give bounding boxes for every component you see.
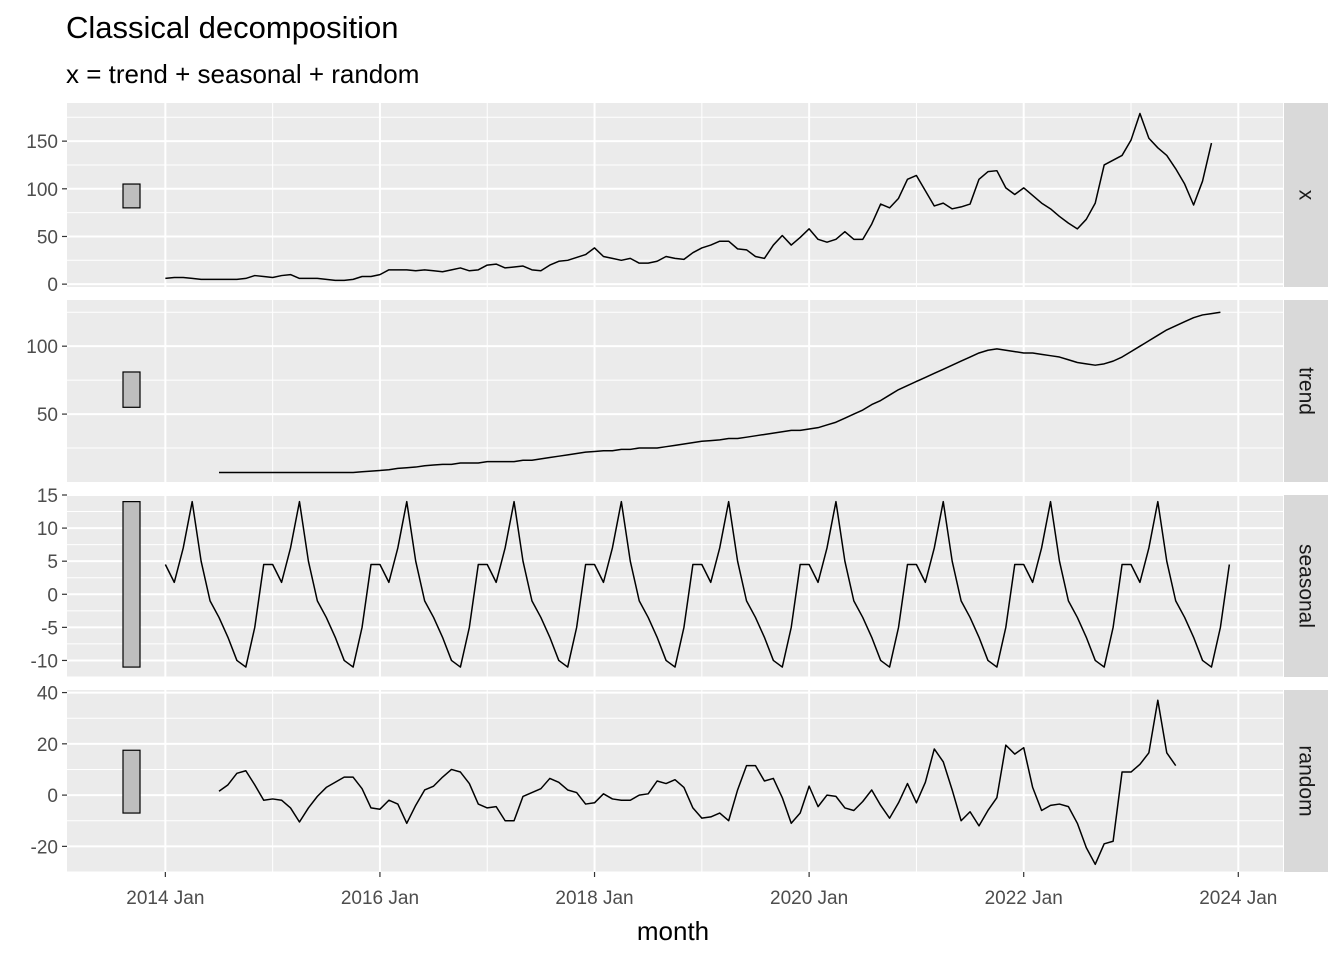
facet-strip-label: random [1295,745,1318,816]
range-bar-x [122,183,141,209]
range-bar-trend [122,371,141,408]
y-tick-label: 40 [37,684,58,705]
y-tick-label: 50 [37,405,58,426]
y-tick-label: 0 [47,786,58,807]
chart-title: Classical decomposition [66,10,399,45]
y-tick-label: 15 [37,486,58,507]
y-tick-label: -5 [41,618,58,639]
facet-strip [1284,495,1328,677]
y-tick-label: 150 [26,132,58,153]
y-tick-label: 20 [37,735,58,756]
x-tick-label: 2022 Jan [985,888,1063,909]
series-line-random [218,699,1177,866]
chart-subtitle: x = trend + seasonal + random [66,59,420,89]
y-tick-label: 5 [47,552,58,573]
panel-background [67,103,1283,287]
x-tick-label: 2014 Jan [126,888,204,909]
facet-strip [1284,300,1328,482]
y-tick-label: 0 [47,275,58,296]
x-axis-title: month [637,916,709,946]
x-tick-label: 2020 Jan [770,888,848,909]
panel-x: 0 50 100 150 x [26,103,1328,296]
y-tick-label: 50 [37,227,58,248]
facet-strip [1284,103,1328,287]
facet-strip-label: trend [1295,367,1318,415]
series-line-trend [219,311,1221,474]
y-tick-label: 100 [26,337,58,358]
panel-random: -20 0 20 40 random [31,684,1328,873]
series-line-seasonal [164,500,1231,668]
x-tick-label: 2018 Jan [555,888,633,909]
y-tick-label: -20 [31,837,58,858]
facet-strip-label: seasonal [1295,544,1318,628]
series-line-x [165,112,1213,282]
x-tick-label: 2016 Jan [341,888,419,909]
panel-background [67,495,1283,677]
panel-seasonal: -10 -5 0 5 10 15 seasonal [31,486,1328,678]
y-tick-label: -10 [31,651,58,672]
range-bar-random [122,749,141,814]
panel-background [67,300,1283,482]
facet-strip-label: x [1295,190,1318,201]
y-tick-label: 10 [37,519,58,540]
panel-trend: 50 100 trend [26,300,1328,482]
y-tick-label: 100 [26,180,58,201]
y-tick-label: 0 [47,585,58,606]
x-tick-label: 2024 Jan [1199,888,1277,909]
facet-strip [1284,690,1328,872]
range-bar-seasonal [122,501,141,668]
panel-background [67,690,1283,872]
